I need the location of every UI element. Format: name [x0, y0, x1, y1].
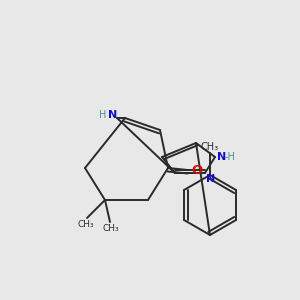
- Text: O: O: [191, 164, 202, 176]
- Text: N: N: [108, 110, 118, 120]
- Text: N: N: [217, 152, 226, 162]
- Text: H: H: [99, 110, 107, 120]
- Text: CH₃: CH₃: [103, 224, 119, 233]
- Text: -H: -H: [225, 152, 236, 162]
- Text: CH₃: CH₃: [78, 220, 94, 229]
- Text: N: N: [206, 174, 215, 184]
- Text: CH₃: CH₃: [201, 142, 219, 152]
